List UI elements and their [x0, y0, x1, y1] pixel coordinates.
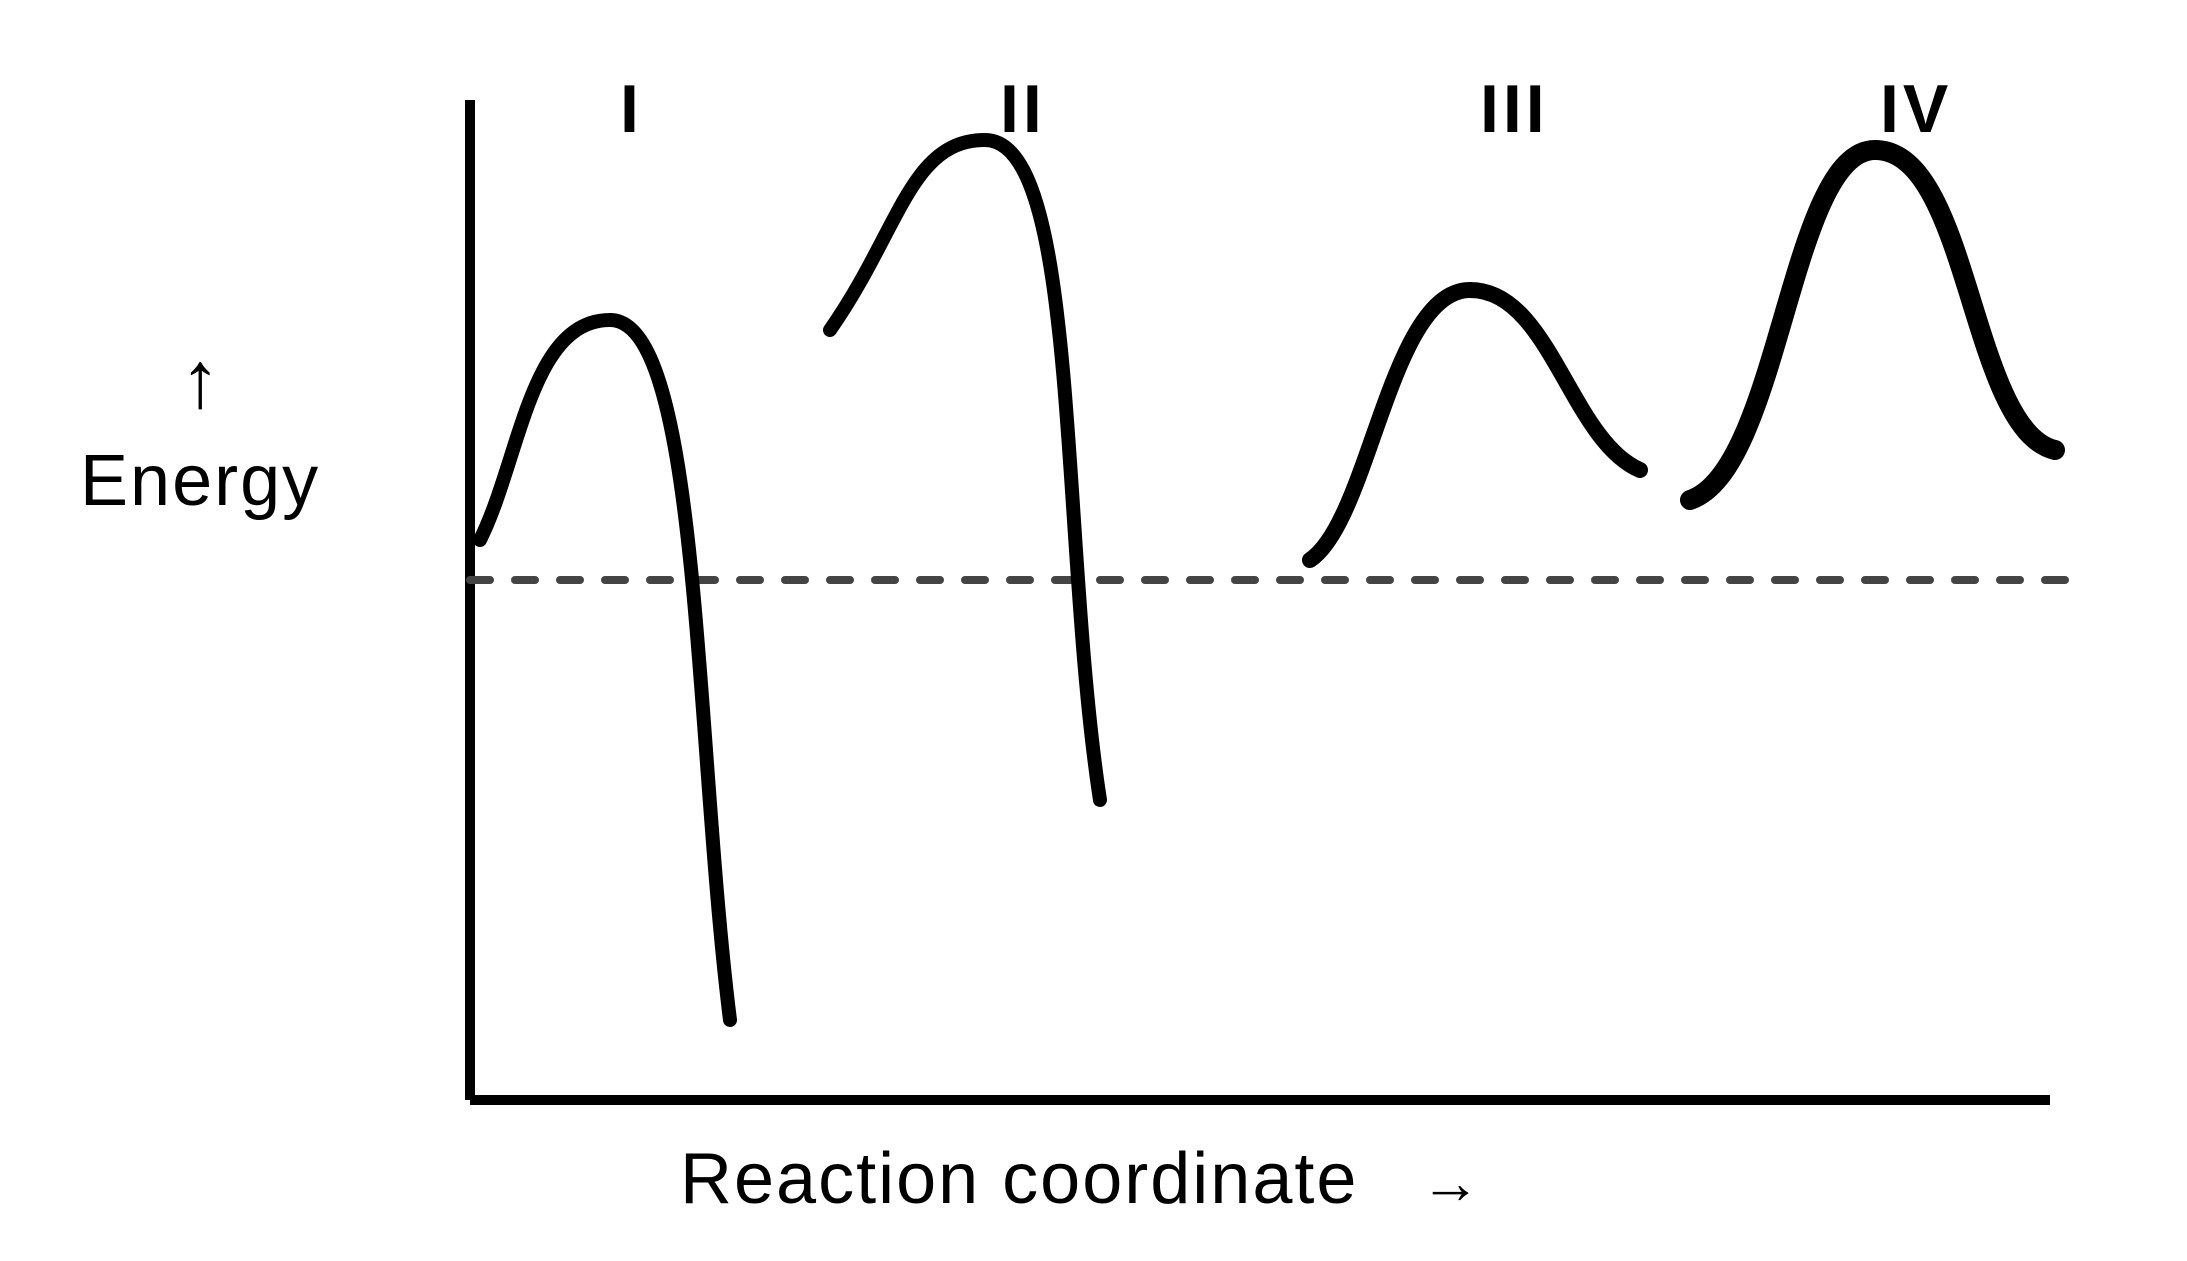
energy-reaction-chart: ↑ Energy IIIIIIIV Reaction coordinate →	[80, 40, 2080, 1220]
curve-i	[480, 320, 730, 1020]
curve-ii	[830, 140, 1100, 800]
curve-label-i: I	[620, 70, 643, 148]
x-axis-arrow-icon: →	[1420, 1149, 1482, 1216]
y-axis-label: Energy	[80, 440, 320, 522]
x-axis-label-group: Reaction coordinate →	[680, 1138, 1482, 1220]
y-axis-arrow-icon: ↑	[180, 340, 220, 420]
curve-iii	[1310, 290, 1640, 560]
curve-label-iii: III	[1480, 70, 1549, 148]
curve-label-iv: IV	[1880, 70, 1952, 148]
x-axis-label: Reaction coordinate	[680, 1139, 1358, 1219]
plot-area	[440, 40, 2080, 1140]
curve-iv	[1690, 150, 2055, 500]
y-axis-label-group: ↑ Energy	[80, 340, 320, 522]
curve-label-ii: II	[1000, 70, 1046, 148]
